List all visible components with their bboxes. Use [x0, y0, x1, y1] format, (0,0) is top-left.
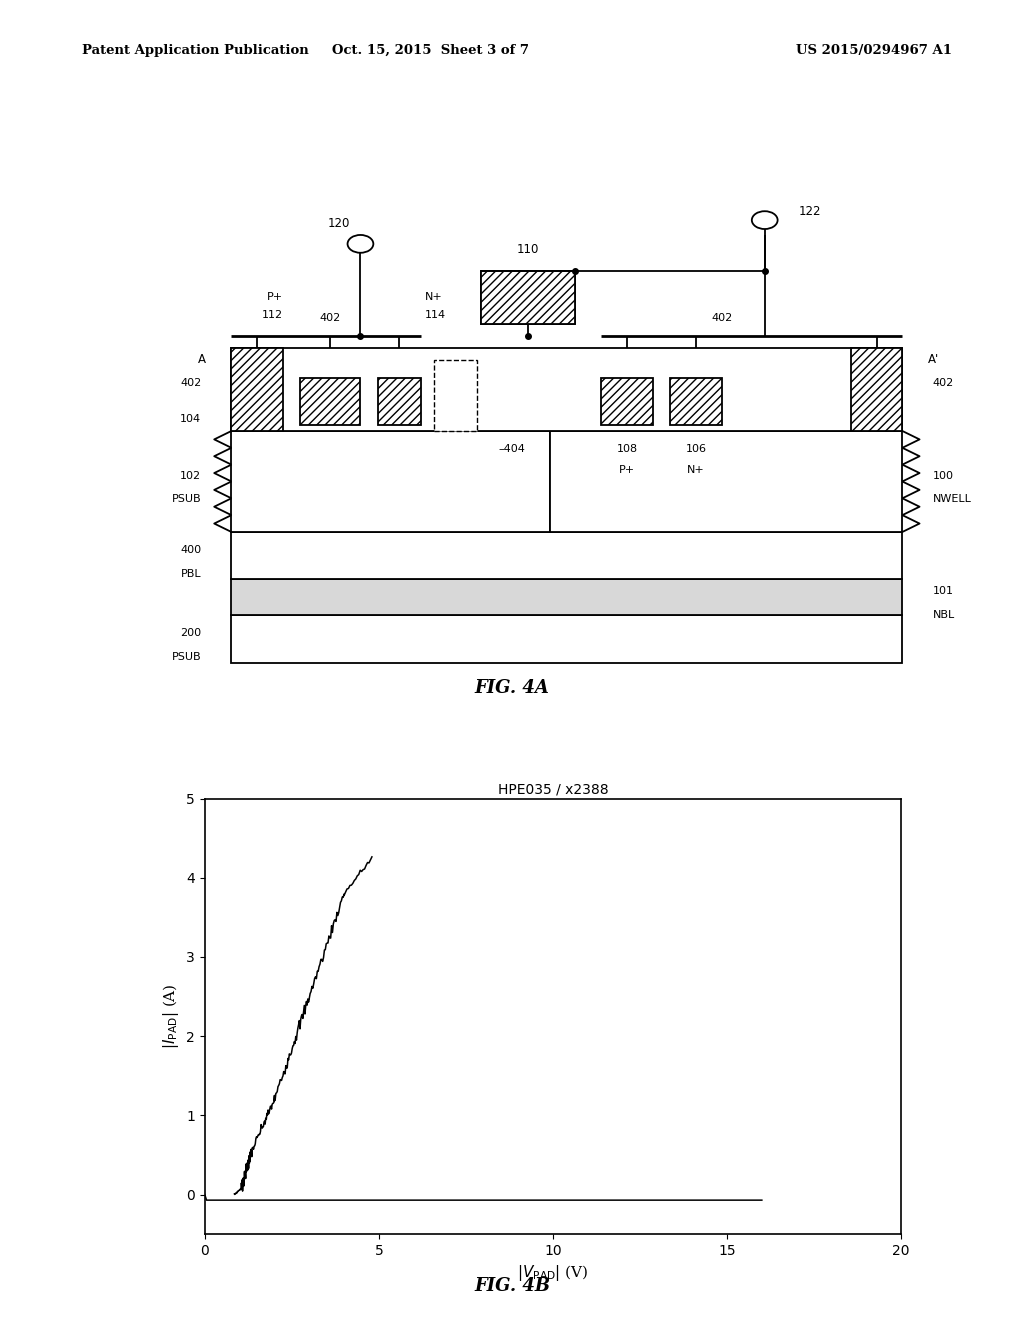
- Text: 110: 110: [517, 243, 540, 256]
- Text: 402: 402: [180, 379, 202, 388]
- Bar: [481, 271, 575, 325]
- Bar: [433, 360, 476, 430]
- Text: 100: 100: [933, 470, 953, 480]
- Title: HPE035 / x2388: HPE035 / x2388: [498, 781, 608, 796]
- Bar: [601, 378, 653, 425]
- Text: 108: 108: [616, 444, 638, 454]
- Text: 120: 120: [328, 216, 350, 230]
- Bar: [670, 378, 722, 425]
- Bar: [231, 579, 902, 615]
- Text: 402: 402: [711, 313, 732, 323]
- Bar: [231, 348, 902, 430]
- Bar: [231, 348, 283, 430]
- Text: US 2015/0294967 A1: US 2015/0294967 A1: [797, 44, 952, 57]
- Text: PSUB: PSUB: [172, 494, 202, 504]
- Text: 101: 101: [933, 586, 953, 597]
- Text: FIG. 4A: FIG. 4A: [474, 678, 550, 697]
- Text: Patent Application Publication: Patent Application Publication: [82, 44, 308, 57]
- Text: NWELL: NWELL: [933, 494, 972, 504]
- Text: Oct. 15, 2015  Sheet 3 of 7: Oct. 15, 2015 Sheet 3 of 7: [332, 44, 528, 57]
- Text: PBL: PBL: [180, 569, 202, 578]
- X-axis label: $|V_\mathrm{PAD}|$ (V): $|V_\mathrm{PAD}|$ (V): [517, 1263, 589, 1283]
- Text: 402: 402: [933, 379, 953, 388]
- Text: N+: N+: [687, 465, 705, 475]
- Text: FIG. 4B: FIG. 4B: [474, 1276, 550, 1295]
- Text: 200: 200: [180, 628, 202, 638]
- Text: 402: 402: [319, 313, 341, 323]
- Text: 106: 106: [685, 444, 707, 454]
- Text: P+: P+: [267, 292, 283, 302]
- Bar: [231, 615, 902, 663]
- Text: A: A: [198, 354, 206, 366]
- Text: PSUB: PSUB: [172, 652, 202, 661]
- Text: P+: P+: [620, 465, 635, 475]
- Text: N+: N+: [425, 292, 442, 302]
- Bar: [481, 271, 575, 325]
- Text: 400: 400: [180, 545, 202, 554]
- Bar: [231, 532, 902, 579]
- Y-axis label: $|I_\mathrm{PAD}|$ (A): $|I_\mathrm{PAD}|$ (A): [161, 983, 180, 1049]
- Text: –404: –404: [498, 444, 525, 454]
- Bar: [378, 378, 421, 425]
- Bar: [851, 348, 902, 430]
- Bar: [231, 430, 550, 532]
- Text: A': A': [928, 354, 939, 366]
- Text: 102: 102: [180, 470, 202, 480]
- Text: 112: 112: [262, 310, 283, 321]
- Text: NBL: NBL: [933, 610, 954, 620]
- Text: 104: 104: [180, 414, 202, 424]
- Bar: [300, 378, 360, 425]
- Bar: [550, 430, 902, 532]
- Text: 114: 114: [425, 310, 446, 321]
- Text: 122: 122: [799, 205, 821, 218]
